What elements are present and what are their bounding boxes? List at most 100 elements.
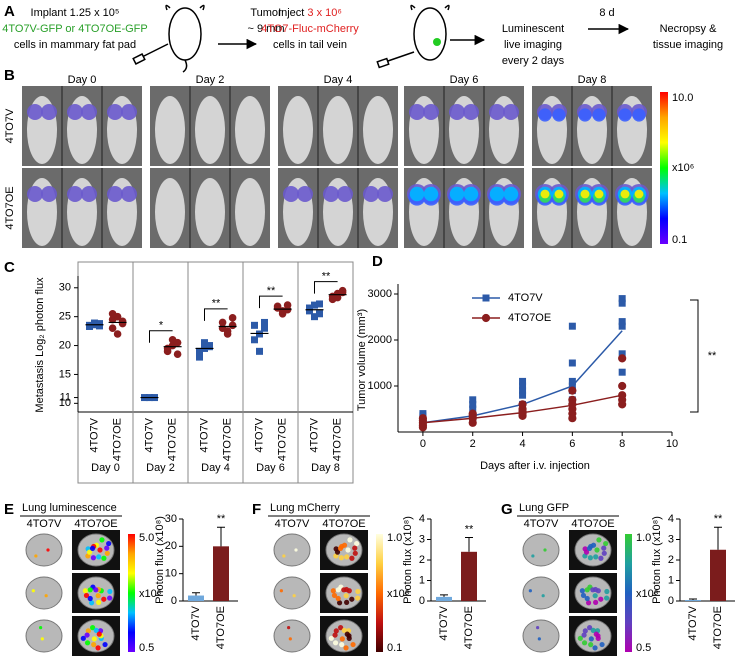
signal-spot (95, 645, 101, 651)
signal-blob (377, 186, 393, 202)
panel-label: F (252, 501, 261, 518)
day-label: Day 0 (68, 74, 97, 86)
day-label: Day 4 (324, 74, 353, 86)
step-text: cells in tail vein (273, 39, 347, 51)
significance-label: ** (267, 285, 276, 297)
signal-spot (586, 545, 593, 551)
column-label: 4TO7V (524, 518, 559, 530)
signal-spot (355, 595, 361, 601)
signal-blob (423, 104, 439, 120)
signal-spot (338, 625, 344, 631)
signal-blob (540, 189, 550, 199)
mouse (363, 96, 393, 164)
x-tick-label: 8 (619, 438, 625, 450)
colorbar-label: 5.0 (139, 532, 154, 544)
signal-blob (283, 186, 299, 202)
signal-spot (95, 593, 101, 599)
signal-spot (279, 589, 283, 593)
y-tick-label: 15 (59, 368, 71, 380)
y-tick-label: 20 (165, 540, 177, 552)
y-tick-label: 0 (171, 595, 177, 607)
signal-spot (46, 548, 50, 552)
step-text-part: live imaging (504, 39, 562, 51)
signal-spot (99, 537, 105, 543)
step-text-part: cells in mammary fat pad (14, 39, 136, 51)
signal-blob (580, 189, 590, 199)
signal-blob (592, 108, 606, 122)
significance-bracket (690, 299, 699, 413)
colorbar (128, 534, 135, 652)
colorbar-label: 1.0 (636, 532, 651, 544)
y-tick-label: 25 (59, 311, 71, 323)
signal-blob (449, 186, 465, 202)
data-point (469, 400, 477, 408)
signal-spot (335, 595, 341, 602)
signal-spot (91, 642, 97, 648)
data-point (196, 347, 203, 355)
signal-blob (463, 186, 479, 202)
x-tick-label: 4TO7OE (277, 418, 289, 461)
arrow-label: 8 d (599, 7, 614, 19)
signal-spot (91, 636, 97, 642)
colorbar-label: 10.0 (672, 92, 693, 104)
mouse (195, 96, 225, 164)
y-tick-label: 0 (668, 595, 674, 607)
signal-blob (27, 186, 43, 202)
lung (273, 576, 311, 610)
column-label: 4TO7V (27, 518, 62, 530)
signal-spot (97, 547, 103, 553)
data-point (618, 354, 627, 363)
day-label: Day 2 (196, 74, 225, 86)
legend-label: 4TO7OE (508, 312, 551, 324)
step-text-part: Necropsy & (660, 23, 718, 35)
data-point (251, 321, 258, 329)
signal-spot (581, 632, 587, 638)
signal-spot (89, 545, 96, 551)
x-tick-label: 6 (569, 438, 575, 450)
colorbar-label: x10⁸ (139, 588, 161, 600)
significance-bracket (259, 295, 283, 309)
colorbar (660, 92, 668, 244)
signal-spot (593, 631, 599, 637)
data-point (113, 330, 122, 338)
signal-spot (349, 555, 355, 561)
significance-label: ** (322, 271, 331, 283)
y-axis-label: Photon flux (x10⁸) (402, 516, 414, 604)
x-tick-label: 10 (666, 438, 678, 450)
group-label: Day 4 (201, 462, 230, 474)
data-point (333, 293, 342, 302)
group-label: Day 2 (146, 462, 175, 474)
x-tick-label: 4TO7V (190, 605, 202, 640)
signal-spot (581, 640, 588, 646)
signal-spot (577, 635, 583, 641)
panel-label: A (4, 3, 15, 20)
lung (522, 619, 560, 653)
error-bar (440, 594, 448, 597)
lung (325, 533, 363, 567)
error-bar (192, 592, 200, 596)
data-point (261, 324, 268, 332)
data-point (91, 319, 98, 327)
data-point (469, 405, 477, 413)
data-point (618, 350, 626, 358)
step-text: cells in mammary fat pad (14, 39, 136, 51)
data-point (518, 407, 527, 416)
significance-bracket (314, 281, 338, 294)
column-label: 4TO7V (275, 518, 310, 530)
signal-spot (330, 588, 336, 594)
data-point (251, 336, 258, 344)
signal-spot (288, 637, 292, 641)
colorbar-label: 0.1 (387, 642, 402, 654)
y-tick-label: 10 (165, 568, 177, 580)
signal-blob (27, 104, 43, 120)
signal-spot (596, 537, 602, 543)
y-tick-label: 3 (419, 533, 425, 545)
signal-spot (350, 641, 356, 648)
signal-spot (543, 548, 547, 552)
mouse (283, 96, 313, 164)
mouse (195, 178, 225, 246)
signal-blob (81, 186, 97, 202)
signal-blob (121, 186, 137, 202)
step-text: live imaging (504, 39, 562, 51)
signal-spot (598, 596, 604, 602)
